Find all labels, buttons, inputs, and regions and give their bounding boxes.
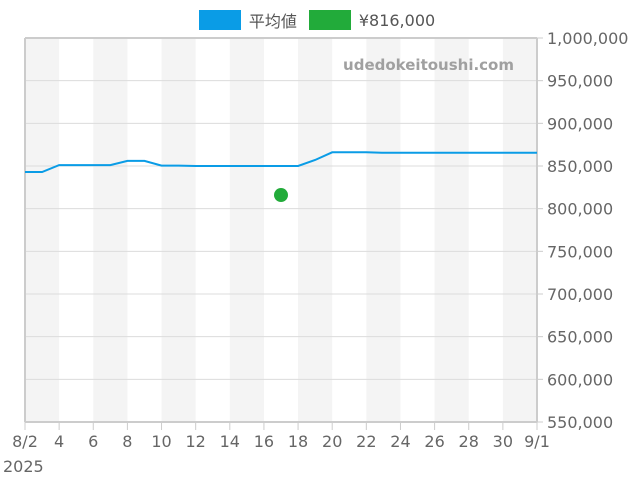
grid-band <box>298 38 333 422</box>
y-tick-label: 950,000 <box>547 72 613 91</box>
watermark: udedokeitoushi.com <box>343 56 514 74</box>
grid-band <box>25 38 60 422</box>
chart-legend: 平均値 ¥816,000 <box>0 8 640 32</box>
x-tick-label: 12 <box>185 432 205 451</box>
grid-band <box>161 38 196 422</box>
y-tick-label: 650,000 <box>547 328 613 347</box>
grid-band <box>366 38 401 422</box>
y-tick-label: 1,000,000 <box>547 29 628 48</box>
y-tick-label: 750,000 <box>547 242 613 261</box>
y-tick-label: 900,000 <box>547 114 613 133</box>
grid-band <box>229 38 264 422</box>
y-tick-label: 600,000 <box>547 370 613 389</box>
x-tick-label: 20 <box>322 432 342 451</box>
x-tick-label: 8/2 <box>12 432 38 451</box>
grid-band <box>93 38 128 422</box>
series-line-average <box>25 151 537 173</box>
x-tick-label: 26 <box>424 432 444 451</box>
y-tick-label: 800,000 <box>547 200 613 219</box>
x-tick-label: 9/1 <box>524 432 550 451</box>
legend-swatch-average <box>198 10 241 30</box>
x-tick-label: 16 <box>254 432 274 451</box>
data-point-price <box>274 188 288 203</box>
legend-item-price[interactable]: ¥816,000 <box>308 10 436 30</box>
x-tick-label: 4 <box>54 432 64 451</box>
x-tick-label: 24 <box>390 432 410 451</box>
legend-item-average[interactable]: 平均値 <box>198 8 297 32</box>
legend-label-average: 平均値 <box>248 12 297 31</box>
x-tick-label: 30 <box>493 432 513 451</box>
legend-label-price: ¥816,000 <box>358 10 436 30</box>
x-tick-label: 6 <box>88 432 98 451</box>
x-tick-label: 18 <box>288 432 308 451</box>
x-tick-label: 28 <box>459 432 479 451</box>
y-tick-label: 700,000 <box>547 285 613 304</box>
grid-band <box>434 38 469 422</box>
y-tick-label: 550,000 <box>547 413 613 432</box>
grid-band <box>502 38 537 422</box>
x-tick-label: 14 <box>220 432 240 451</box>
x-tick-label: 8 <box>122 432 132 451</box>
y-tick-label: 850,000 <box>547 157 613 176</box>
x-tick-label: 22 <box>356 432 376 451</box>
x-year-label: 2025 <box>3 457 44 476</box>
x-tick-label: 10 <box>151 432 171 451</box>
legend-swatch-price <box>308 10 351 30</box>
